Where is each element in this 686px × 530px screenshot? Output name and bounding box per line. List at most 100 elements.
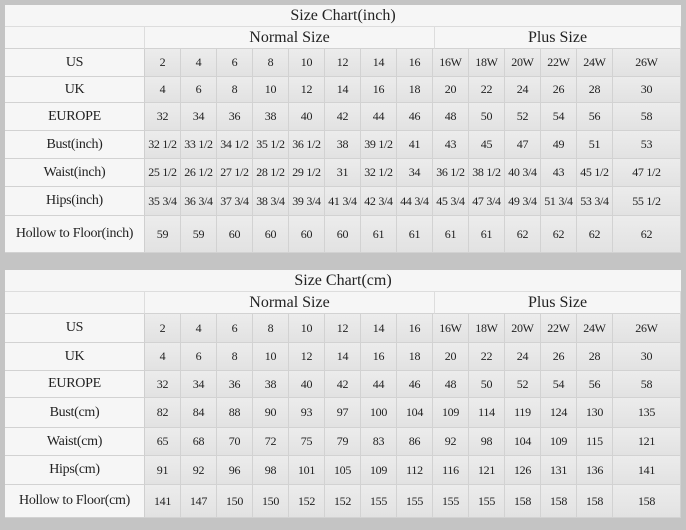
table-cell: 60 [253,216,289,253]
table-cell: 91 [145,456,181,485]
table-cell: 36 3/4 [181,187,217,216]
table-cell: 150 [253,485,289,518]
row-label: Hollow to Floor(cm) [5,485,145,518]
table-cell: 34 [397,159,433,187]
table-cell: 39 1/2 [361,131,397,159]
table-cell: 16 [361,343,397,371]
table-cell: 96 [217,456,253,485]
table-cell: 98 [469,428,505,456]
table-cell: 38 1/2 [469,159,505,187]
table-cell: 50 [469,371,505,398]
table-cell: 152 [289,485,325,518]
table-cell: 26W [613,49,681,77]
table-cell: 109 [541,428,577,456]
table-cell: 155 [397,485,433,518]
table-cell: 28 [577,77,613,103]
table-cell: 152 [325,485,361,518]
table-cell: 44 3/4 [397,187,433,216]
row-label: Hollow to Floor(inch) [5,216,145,253]
table-row: Waist(inch) 25 1/2 26 1/2 27 1/2 28 1/2 29 1/… [5,159,681,187]
table-cell: 6 [217,314,253,343]
table-cell: 37 3/4 [217,187,253,216]
table-cell: 47 3/4 [469,187,505,216]
row-label: Bust(cm) [5,398,145,428]
table-cell: 45 [469,131,505,159]
table-body: US 2 4 6 8 10 12 14 16 16W 18W 20W 22W 24W 26W UK 4 6 8 10 1… [5,49,681,253]
table-cell: 61 [361,216,397,253]
table-cell: 14 [361,49,397,77]
table-cell: 97 [325,398,361,428]
table-cell: 42 [325,371,361,398]
table-cell: 18W [469,49,505,77]
row-label: Hips(cm) [5,456,145,485]
plus-size-header: Plus Size [435,292,681,314]
table-cell: 43 [433,131,469,159]
table-cell: 20W [505,49,541,77]
size-chart-cm: Size Chart(cm) Normal Size Plus Size US 2… [5,270,681,518]
table-row: EUROPE 32 34 36 38 40 42 44 46 48 50 52 54 56 58 [5,103,681,131]
table-cell: 47 1/2 [613,159,681,187]
table-cell: 12 [325,49,361,77]
table-cell: 34 [181,103,217,131]
table-cell: 36 1/2 [289,131,325,159]
table-cell: 8 [217,343,253,371]
table-cell: 92 [433,428,469,456]
table-cell: 4 [181,49,217,77]
table-cell: 41 3/4 [325,187,361,216]
table-row: EUROPE 32 34 36 38 40 42 44 46 48 50 52 54 56 58 [5,371,681,398]
table-row: UK 4 6 8 10 12 14 16 18 20 22 24 26 28 30 [5,343,681,371]
table-cell: 116 [433,456,469,485]
table-cell: 59 [145,216,181,253]
table-cell: 20W [505,314,541,343]
table-cell: 79 [325,428,361,456]
table-cell: 55 1/2 [613,187,681,216]
table-cell: 44 [361,371,397,398]
table-cell: 22 [469,77,505,103]
table-cell: 52 [505,371,541,398]
table-cell: 49 3/4 [505,187,541,216]
table-cell: 6 [217,49,253,77]
table-cell: 28 [577,343,613,371]
table-cell: 33 1/2 [181,131,217,159]
table-cell: 24 [505,77,541,103]
table-cell: 150 [217,485,253,518]
row-label: Waist(cm) [5,428,145,456]
table-cell: 56 [577,103,613,131]
table-cell: 46 [397,103,433,131]
table-cell: 30 [613,343,681,371]
table-cell: 25 1/2 [145,159,181,187]
table-cell: 35 3/4 [145,187,181,216]
table-cell: 16 [361,77,397,103]
table-cell: 32 1/2 [361,159,397,187]
table-cell: 22W [541,49,577,77]
size-group-header: Normal Size Plus Size [5,292,681,314]
table-cell: 88 [217,398,253,428]
table-cell: 158 [577,485,613,518]
table-cell: 155 [433,485,469,518]
table-cell: 16 [397,49,433,77]
row-label: UK [5,343,145,371]
table-cell: 62 [505,216,541,253]
table-cell: 26 [541,343,577,371]
table-cell: 62 [541,216,577,253]
table-cell: 18 [397,77,433,103]
table-cell: 48 [433,103,469,131]
table-cell: 32 [145,371,181,398]
table-row: US 2 4 6 8 10 12 14 16 16W 18W 20W 22W 24W 26W [5,49,681,77]
table-cell: 43 [541,159,577,187]
table-cell: 2 [145,314,181,343]
table-cell: 115 [577,428,613,456]
table-row: Hips(inch) 35 3/4 36 3/4 37 3/4 38 3/4 39 3/4… [5,187,681,216]
table-cell: 10 [289,314,325,343]
table-cell: 10 [253,77,289,103]
table-cell: 38 [253,103,289,131]
table-cell: 58 [613,103,681,131]
table-cell: 39 3/4 [289,187,325,216]
table-cell: 29 1/2 [289,159,325,187]
table-row: Waist(cm) 65 68 70 72 75 79 83 86 92 98 104 109 115 12… [5,428,681,456]
table-cell: 18W [469,314,505,343]
table-cell: 68 [181,428,217,456]
table-cell: 4 [145,77,181,103]
table-cell: 30 [613,77,681,103]
table-row: Bust(inch) 32 1/2 33 1/2 34 1/2 35 1/2 36 1/2… [5,131,681,159]
